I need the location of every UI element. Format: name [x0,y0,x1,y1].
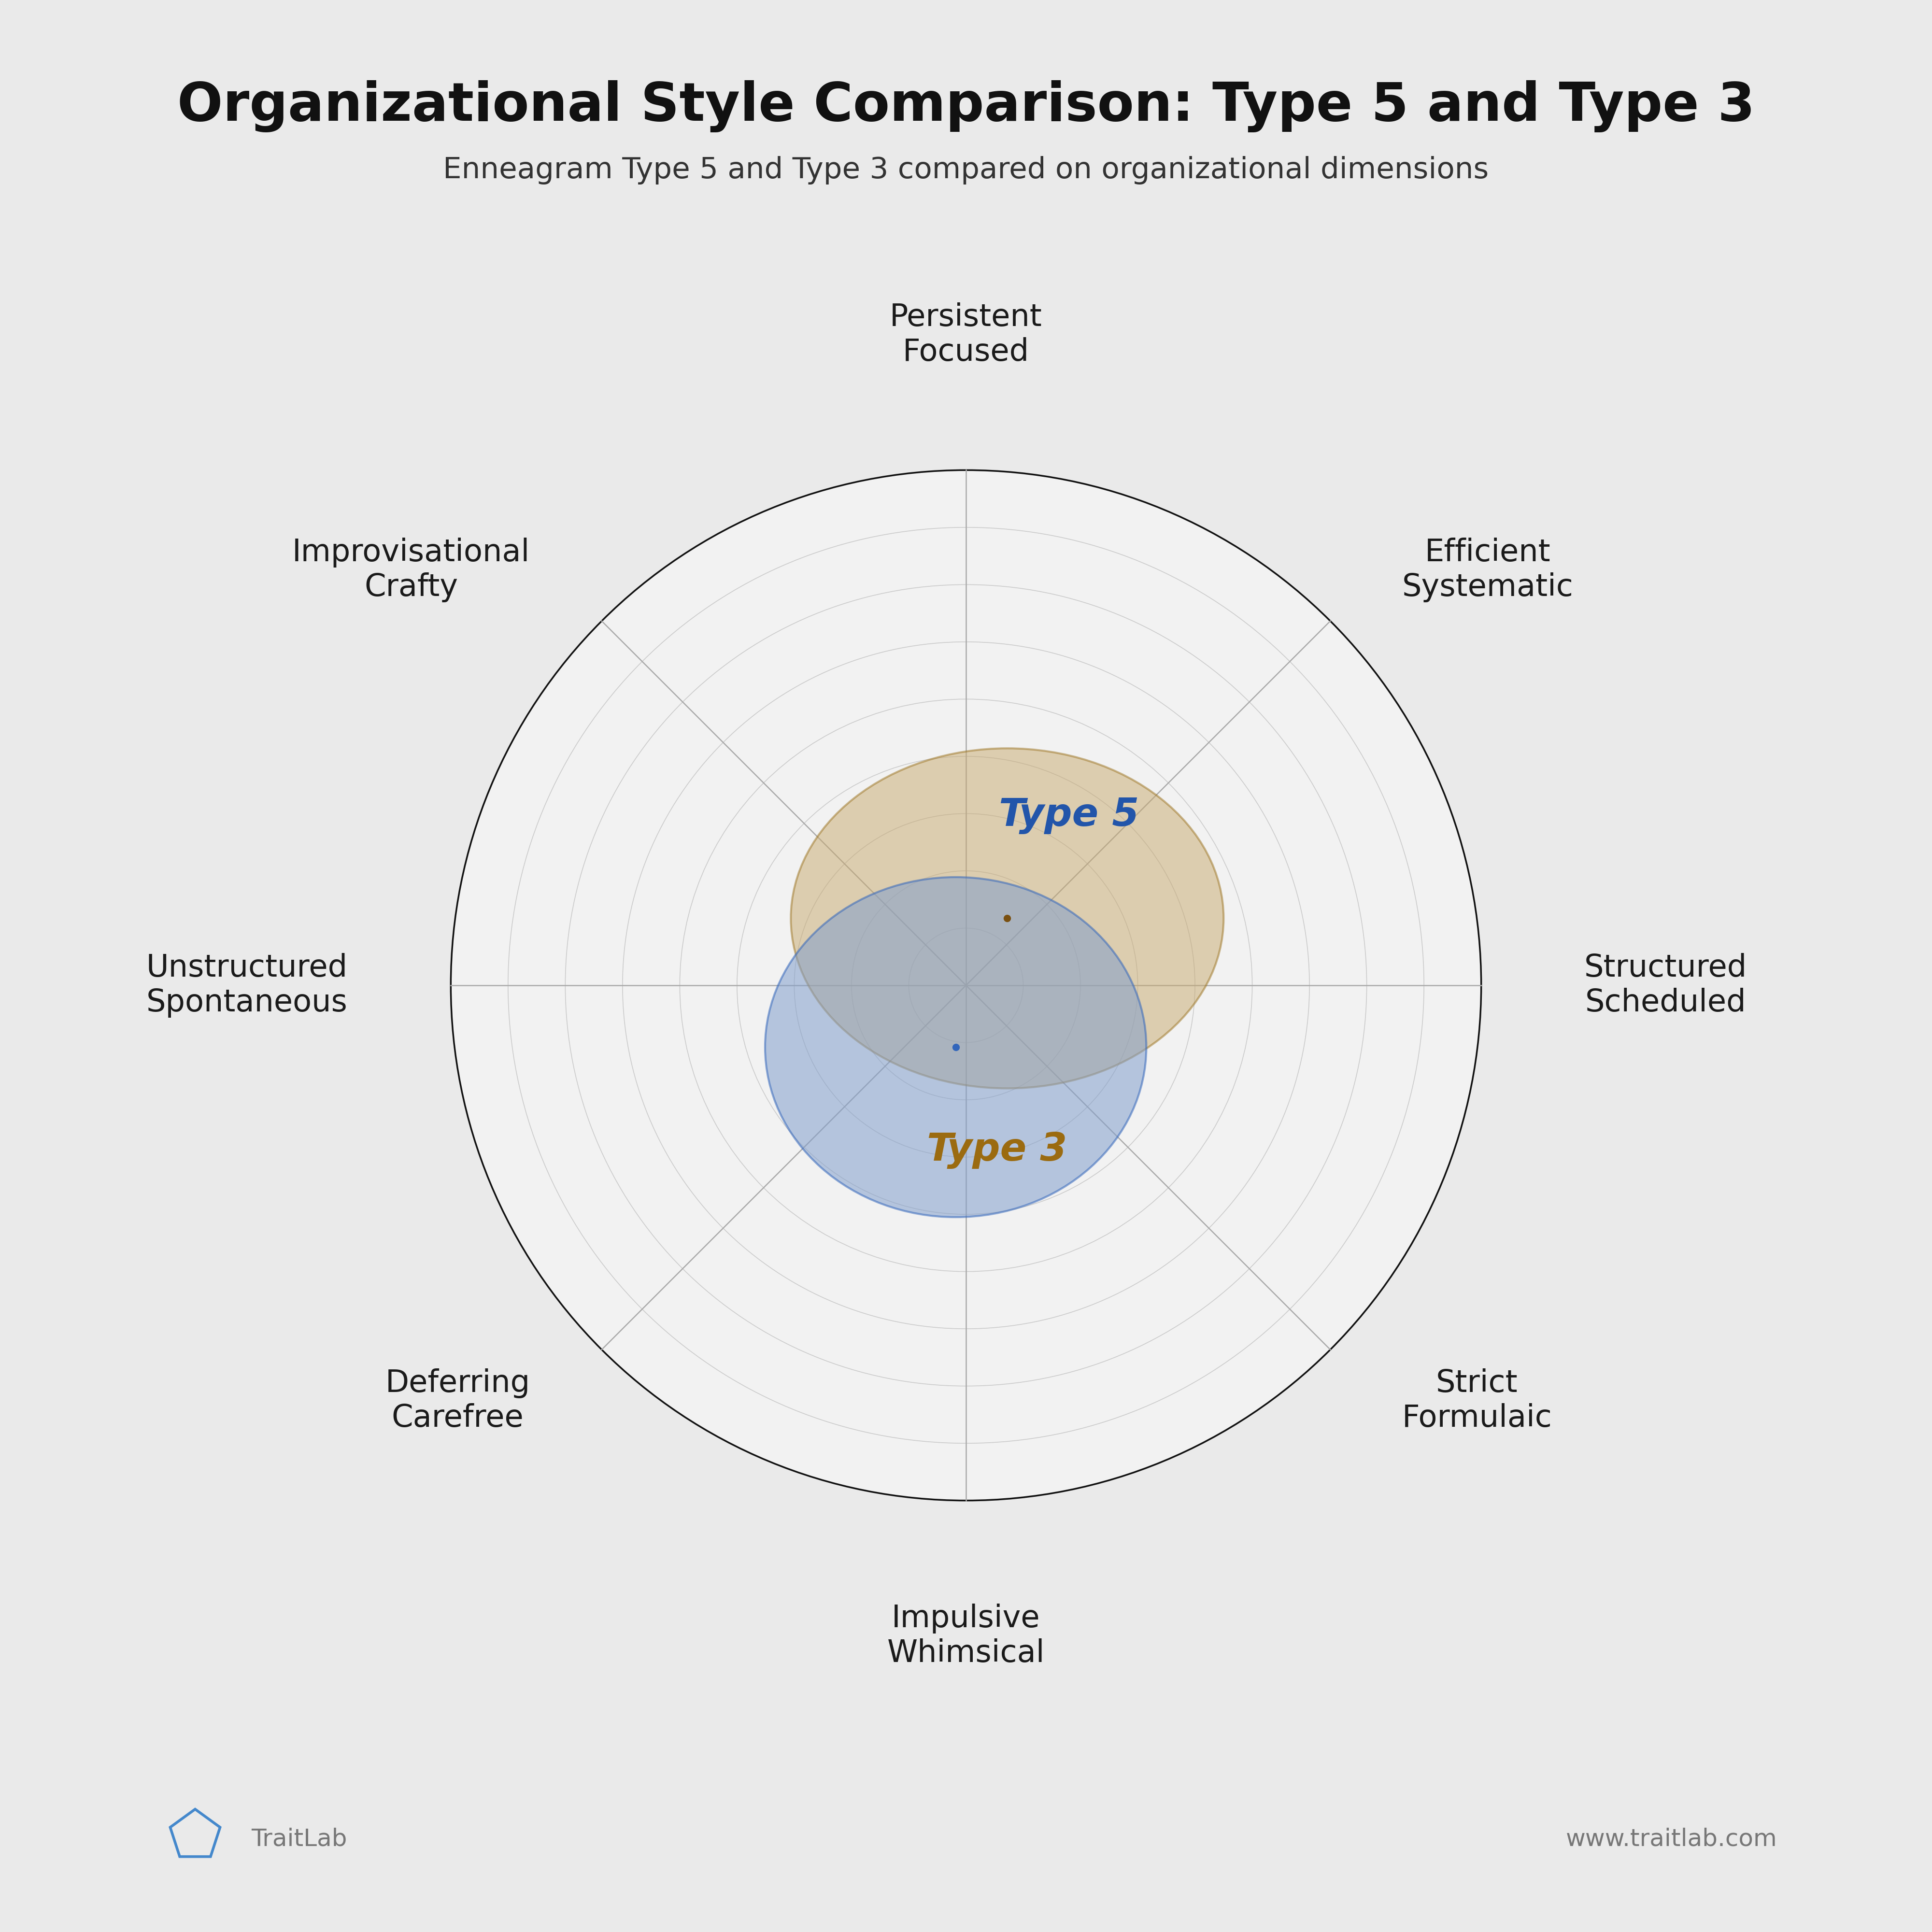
Text: Persistent
Focused: Persistent Focused [891,303,1041,367]
Circle shape [450,469,1482,1501]
Text: Impulsive
Whimsical: Impulsive Whimsical [887,1604,1045,1667]
Ellipse shape [790,748,1223,1088]
Text: Improvisational
Crafty: Improvisational Crafty [292,537,529,603]
Text: Strict
Formulaic: Strict Formulaic [1403,1368,1551,1434]
Text: Structured
Scheduled: Structured Scheduled [1584,952,1747,1018]
Text: Type 3: Type 3 [927,1132,1066,1169]
Text: Unstructured
Spontaneous: Unstructured Spontaneous [147,952,348,1018]
Ellipse shape [765,877,1146,1217]
Text: Efficient
Systematic: Efficient Systematic [1403,537,1573,603]
Text: Organizational Style Comparison: Type 5 and Type 3: Organizational Style Comparison: Type 5 … [178,79,1754,131]
Text: Deferring
Carefree: Deferring Carefree [384,1368,529,1434]
Text: Type 5: Type 5 [999,796,1140,835]
Text: www.traitlab.com: www.traitlab.com [1567,1828,1777,1851]
Text: TraitLab: TraitLab [251,1828,348,1851]
Text: Enneagram Type 5 and Type 3 compared on organizational dimensions: Enneagram Type 5 and Type 3 compared on … [442,156,1490,184]
